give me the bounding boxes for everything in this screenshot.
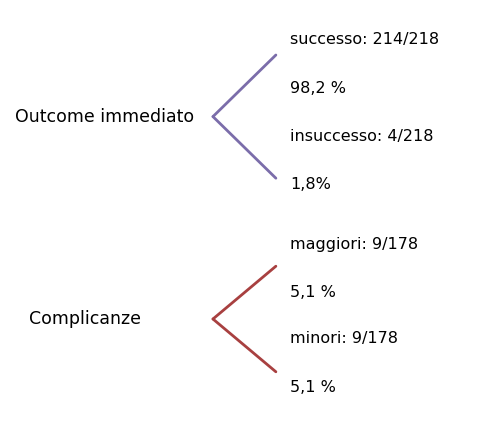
Text: maggiori: 9/178: maggiori: 9/178: [290, 237, 419, 252]
Text: 5,1 %: 5,1 %: [290, 285, 336, 300]
Text: 5,1 %: 5,1 %: [290, 380, 336, 395]
Text: 98,2 %: 98,2 %: [290, 81, 347, 95]
Text: Outcome immediato: Outcome immediato: [15, 108, 194, 125]
Text: 1,8%: 1,8%: [290, 177, 331, 192]
Text: successo: 214/218: successo: 214/218: [290, 32, 439, 47]
Text: minori: 9/178: minori: 9/178: [290, 331, 398, 346]
Text: Complicanze: Complicanze: [29, 310, 141, 328]
Text: insuccesso: 4/218: insuccesso: 4/218: [290, 129, 434, 144]
